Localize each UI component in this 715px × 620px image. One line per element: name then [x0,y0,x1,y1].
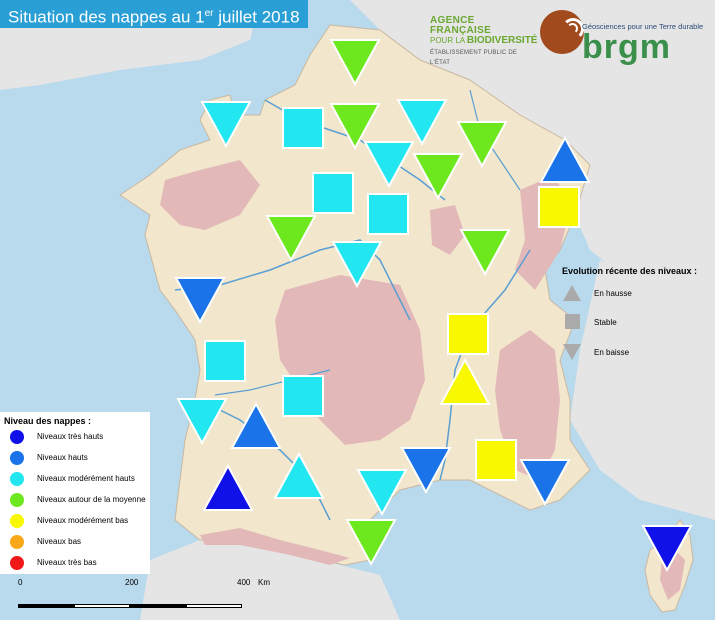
scale-tick-200: 200 [125,578,139,587]
legend-level-label: Niveaux bas [37,537,82,546]
square-icon [312,172,354,214]
triangle-up-icon [273,451,325,499]
legend-evolution-up-label: En hausse [594,288,632,298]
ardennes-morvan [430,205,465,255]
square-icon [204,340,246,382]
level-dot-icon [10,471,24,486]
triangle-down-icon [396,99,448,147]
triangle-down-icon [265,215,317,263]
legend-level-label: Niveaux hauts [37,453,88,462]
triangle-down-icon [563,344,581,360]
triangle-down-icon [345,519,397,567]
scale-tick-400: 400 [237,578,251,587]
afb-logo: AGENCE FRANÇAISE POUR LA BIODIVERSITÉ ÉT… [430,16,538,68]
square-icon [282,375,324,417]
triangle-up-icon [563,285,581,301]
level-dot-icon [10,555,24,570]
level-dot-icon [10,429,24,444]
triangle-down-icon [356,469,408,517]
triangle-up-icon [230,401,282,449]
legend-level-label: Niveaux très hauts [37,432,104,441]
triangle-up-icon [202,463,254,511]
neighbor-belgium-germany [350,0,715,300]
legend-level-tres-hauts: Niveaux très hauts [0,426,150,447]
title-suffix: juillet 2018 [213,7,300,27]
legend-evolution-title: Evolution récente des niveaux : [562,266,698,276]
title-prefix: Situation des nappes au 1 [8,7,205,27]
legend-level-hauts: Niveaux hauts [0,447,150,468]
afb-line2a: POUR LA [430,36,467,45]
legend-evolution-up: En hausse [562,284,632,302]
legend-level-bas: Niveaux bas [0,531,150,552]
level-dot-icon [10,492,24,507]
square-icon [475,439,517,481]
triangle-down-icon [459,229,511,277]
square-icon [447,313,489,355]
scale-seg-2 [74,604,130,608]
triangle-down-icon [329,39,381,87]
triangle-down-icon [641,525,693,573]
river-rhone [439,249,531,481]
legend-level-label: Niveaux autour de la moyenne [37,495,146,504]
legend-evolution-stable: Stable [562,313,617,331]
legend-level-label: Niveaux très bas [37,558,97,567]
legend-levels: Niveau des nappes : Niveaux très hauts N… [0,412,150,574]
afb-line2b: BIODIVERSITÉ [466,35,538,46]
triangle-down-icon [412,153,464,201]
scale-seg-4 [186,604,242,608]
brgm-tagline: Géosciences pour une Terre durable [582,22,704,31]
brgm-name: brgm [582,28,671,66]
brgm-logo-mark [540,10,584,54]
map-title: Situation des nappes au 1er juillet 2018 [0,0,308,28]
legend-level-label: Niveaux modérément bas [37,516,129,525]
legend-level-tres-bas: Niveaux très bas [0,552,150,573]
legend-level-label: Niveaux modérément hauts [37,474,135,483]
triangle-down-icon [456,121,508,169]
square-icon [367,193,409,235]
afb-line3: ÉTABLISSEMENT PUBLIC DE L'ÉTAT [430,50,518,66]
scale-seg-3 [130,604,186,608]
triangle-up-icon [539,135,591,183]
level-dot-icon [10,513,24,528]
legend-evolution-stable-label: Stable [594,317,617,327]
triangle-down-icon [400,447,452,495]
level-dot-icon [10,534,24,549]
legend-evolution-down: En baisse [562,343,629,361]
afb-line1: AGENCE FRANÇAISE [430,15,492,36]
legend-level-moderement-bas: Niveaux modérément bas [0,510,150,531]
triangle-down-icon [363,141,415,189]
triangle-down-icon [176,398,228,446]
square-icon [538,186,580,228]
triangle-down-icon [200,101,252,149]
armorican-massif [160,160,260,230]
level-dot-icon [10,450,24,465]
neighbor-switzerland-italy [570,260,715,520]
triangle-down-icon [329,103,381,151]
afb-line2: POUR LA BIODIVERSITÉ [430,36,538,46]
scale-seg-1 [18,604,74,608]
legend-level-moyenne: Niveaux autour de la moyenne [0,489,150,510]
legend-level-moderement-hauts: Niveaux modérément hauts [0,468,150,489]
pyrenees [200,528,350,565]
square-icon [565,314,580,329]
scale-tick-0: 0 [18,578,23,587]
scale-unit: Km [258,578,270,587]
triangle-down-icon [519,459,571,507]
neighbor-spain [140,540,400,620]
square-icon [282,107,324,149]
legend-evolution: Evolution récente des niveaux : En hauss… [562,266,712,360]
legend-levels-title: Niveau des nappes : [4,416,92,426]
triangle-down-icon [174,277,226,325]
triangle-down-icon [331,241,383,289]
legend-evolution-down-label: En baisse [594,347,630,357]
triangle-up-icon [439,357,491,405]
title-sup: er [204,8,214,19]
